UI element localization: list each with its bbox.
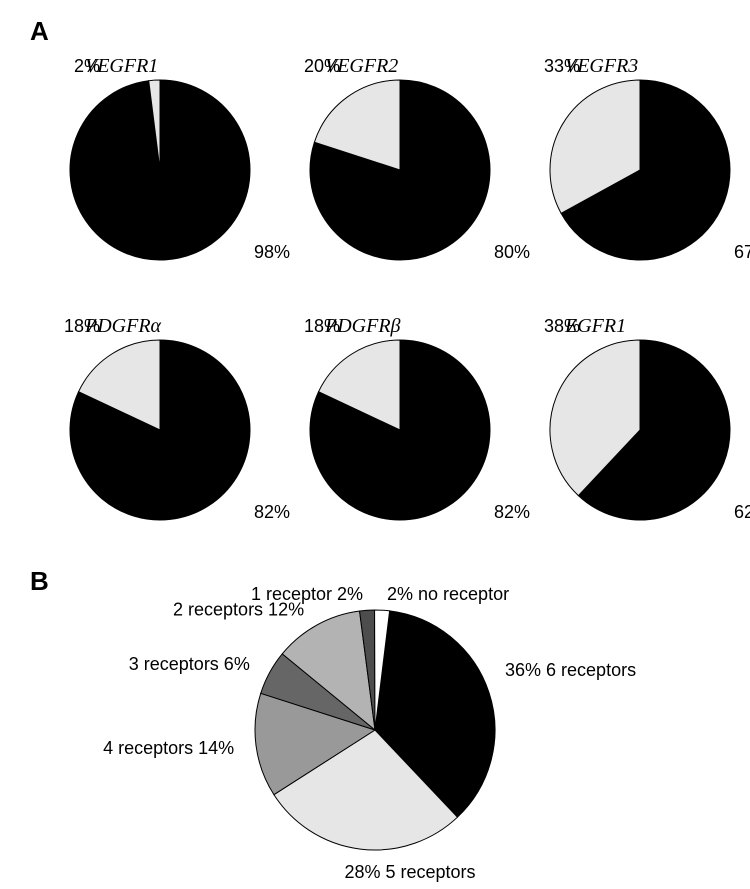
slice-label: 4 receptors 14% (103, 738, 234, 758)
slice-label: 3 receptors 6% (129, 654, 250, 674)
slice-pct-label: 18% (64, 316, 100, 336)
figure-svg: AVEGFR198%2%VEGFR280%20%VEGFR367%33%PDGF… (0, 0, 750, 889)
slice-pct-label: 20% (304, 56, 340, 76)
slice-pct-label: 38% (544, 316, 580, 336)
slice-pct-label: 2% (74, 56, 100, 76)
slice-pct-label: 67% (734, 242, 750, 262)
panel-a-label: A (30, 16, 49, 46)
slice-pct-label: 18% (304, 316, 340, 336)
slice-label: 2% no receptor (387, 584, 509, 604)
slice-label: 1 receptor 2% (251, 584, 363, 604)
panel-b-label: B (30, 566, 49, 596)
slice-pct-label: 82% (254, 502, 290, 522)
slice-pct-label: 62% (734, 502, 750, 522)
slice-label: 28% 5 receptors (344, 862, 475, 882)
slice-pct-label: 80% (494, 242, 530, 262)
slice-pct-label: 98% (254, 242, 290, 262)
slice-pct-label: 82% (494, 502, 530, 522)
slice-label: 36% 6 receptors (505, 660, 636, 680)
slice-pct-label: 33% (544, 56, 580, 76)
